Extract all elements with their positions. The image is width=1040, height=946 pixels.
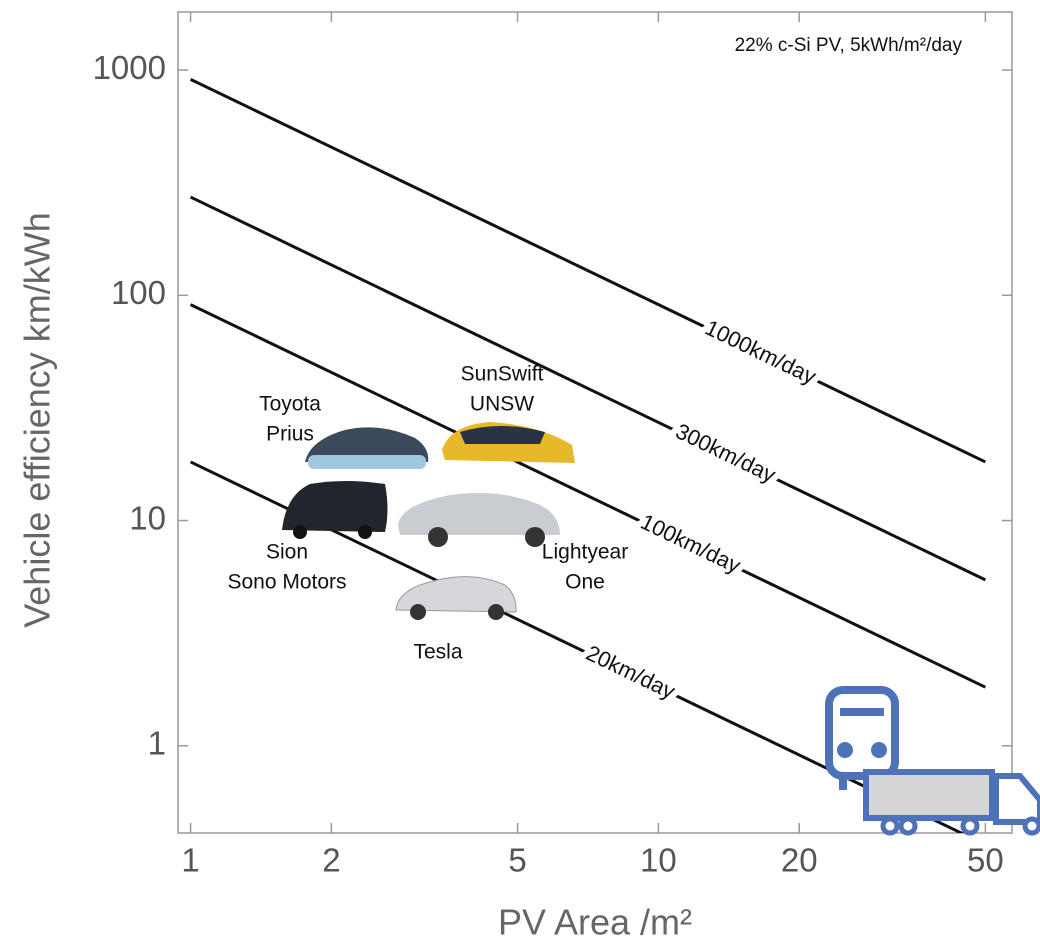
x-tick-label: 5 xyxy=(508,842,526,879)
annotation: 22% c-Si PV, 5kWh/m²/day xyxy=(735,35,963,56)
series-line xyxy=(189,78,987,464)
x-tick-label: 10 xyxy=(640,842,677,879)
y-tick-label: 1 xyxy=(148,724,166,761)
vehicle-label: SunSwift xyxy=(461,363,544,386)
x-axis-title: PV Area /m² xyxy=(498,902,692,943)
plot-area xyxy=(189,78,987,833)
decorations xyxy=(282,422,1040,836)
vehicle-label: Tesla xyxy=(413,641,462,664)
x-tick-label: 1 xyxy=(181,842,199,879)
car-sunswift xyxy=(442,422,575,463)
vehicle-label: Prius xyxy=(266,423,314,446)
y-tick-label: 1000 xyxy=(93,49,166,86)
y-axis-title: Vehicle efficiency km/kWh xyxy=(17,212,58,628)
series-line xyxy=(189,303,987,689)
vehicle-label: One xyxy=(565,571,605,594)
car-tesla xyxy=(395,576,517,620)
x-tick-label: 50 xyxy=(967,842,1004,879)
y-tick-label: 10 xyxy=(129,499,166,536)
y-tick-label: 100 xyxy=(111,274,166,311)
truck-icon xyxy=(863,769,1040,836)
car-prius xyxy=(305,427,429,469)
vehicle-label: Sono Motors xyxy=(227,571,346,594)
vehicle-label: Toyota xyxy=(259,393,321,416)
bus-icon xyxy=(825,686,899,790)
x-tick-label: 20 xyxy=(781,842,818,879)
vehicle-label: Sion xyxy=(266,541,308,564)
car-sion xyxy=(282,481,388,539)
car-lightyear xyxy=(398,492,560,547)
x-tick-label: 2 xyxy=(322,842,340,879)
vehicle-label: UNSW xyxy=(470,393,534,416)
series-line xyxy=(189,195,987,582)
vehicle-label: Lightyear xyxy=(542,541,628,564)
